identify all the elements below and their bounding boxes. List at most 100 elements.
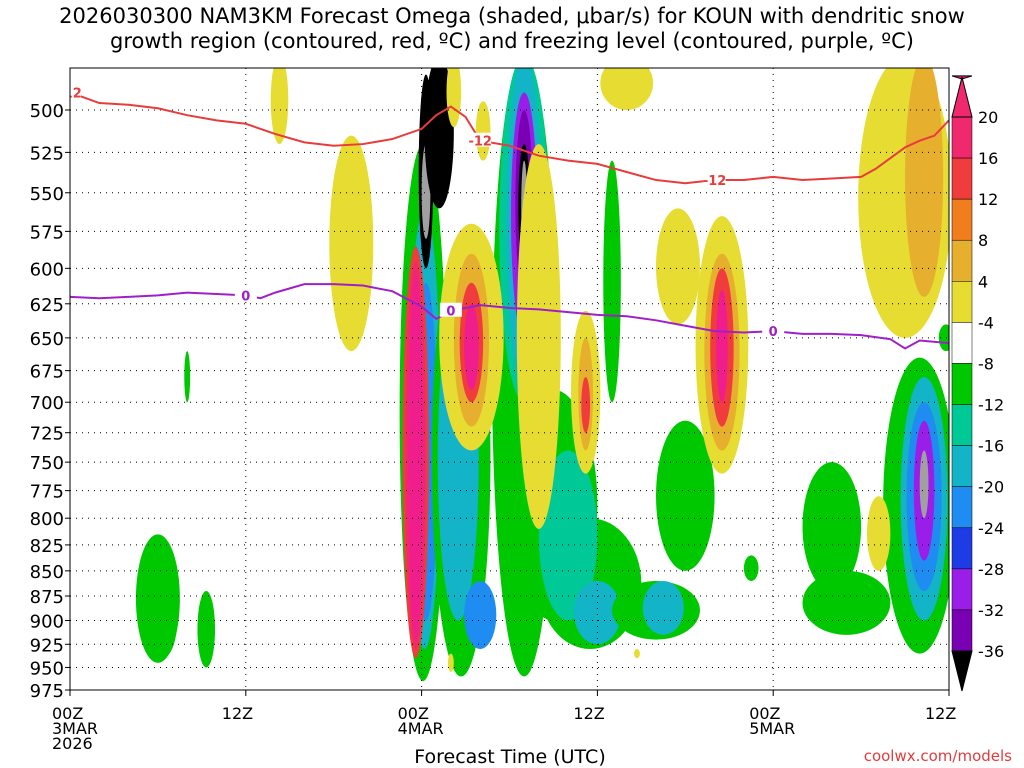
plot-area: -12 -12 -12 0 0 0 [58, 68, 949, 708]
y-tick-label: 950 [30, 658, 64, 679]
omega-cell [802, 570, 891, 635]
contour-label-bg [234, 287, 257, 302]
colorbar-swatch [951, 363, 973, 405]
colorbar-label: -4 [978, 313, 994, 332]
grid-lines [70, 68, 949, 690]
contour-label-bg [439, 302, 462, 317]
colorbar-label: -28 [978, 560, 1004, 579]
surface-band [70, 696, 949, 708]
colorbar: 20 16 12 8 4 -4 -8 -12 -16 -20 -24 -28 -32 -36 [951, 75, 1004, 692]
colorbar-label: 8 [978, 231, 988, 250]
contour-label: 0 [446, 305, 455, 320]
omega-cell [716, 289, 728, 403]
colorbar-label: -12 [978, 396, 1004, 415]
x-tick-label: 12Z [222, 704, 253, 723]
y-tick-label: 925 [30, 635, 64, 656]
colorbar-label: -36 [978, 642, 1004, 661]
omega-cell [197, 591, 216, 668]
omega-cell [866, 496, 891, 571]
y-tick-label: 625 [30, 295, 64, 316]
y-tick-label: 550 [30, 184, 64, 205]
contour-label: -12 [468, 135, 492, 150]
omega-cell [603, 160, 621, 403]
dgz-contour-line [70, 91, 949, 185]
omega-cell [600, 68, 654, 110]
contour-label: -12 [58, 86, 82, 101]
colorbar-label: -20 [978, 478, 1004, 497]
x-tick-label: 4MAR [398, 719, 444, 738]
colorbar-swatch [951, 568, 973, 611]
y-tick-label: 600 [30, 259, 64, 280]
y-tick-label: 650 [30, 329, 64, 350]
plot-frame [69, 67, 950, 691]
omega-cell [408, 275, 424, 640]
x-tick-label: 00Z [52, 704, 83, 723]
y-tick-label: 775 [30, 482, 64, 503]
x-axis-label: Forecast Time (UTC) [414, 746, 605, 768]
omega-cell [464, 303, 479, 390]
x-tick-label: 00Z [749, 704, 780, 723]
omega-cell [464, 581, 497, 649]
y-tick-label: 675 [30, 362, 64, 383]
omega-shading [135, 68, 949, 682]
omega-cell [424, 68, 454, 209]
y-tick-label: 575 [30, 222, 64, 243]
y-tick-label: 700 [30, 393, 64, 414]
y-tick-label: 825 [30, 536, 64, 557]
freezing-level-contour-line [70, 283, 949, 350]
omega-cell [184, 351, 191, 403]
surface-terrain [70, 696, 949, 708]
y-tick-label: 975 [30, 681, 64, 702]
colorbar-label: -8 [978, 354, 994, 373]
colorbar-swatch [951, 157, 973, 200]
omega-cell [634, 648, 640, 659]
colorbar-label: 12 [978, 190, 998, 209]
contour-label: 0 [769, 325, 778, 340]
x-tick-label: 3MAR [52, 719, 98, 738]
credit-text: coolwx.com/models [864, 747, 1012, 765]
colorbar-swatch [951, 404, 973, 446]
y-tick-label: 800 [30, 509, 64, 530]
contour-label-bg [469, 132, 492, 147]
colorbar-swatch [951, 322, 973, 364]
chart-title-line-2: growth region (contoured, red, ºC) and f… [110, 29, 914, 53]
contour-label-bg [762, 323, 785, 338]
y-tick-label: 725 [30, 424, 64, 445]
colorbar-bottom-arrow [951, 650, 973, 692]
y-tick-label: 850 [30, 562, 64, 583]
colorbar-swatch [951, 281, 973, 323]
omega-cell [147, 586, 177, 659]
colorbar-swatch [951, 116, 973, 159]
omega-cell [802, 462, 862, 592]
contour-label-bg [70, 84, 81, 99]
x-tick-label: 5MAR [749, 719, 795, 738]
colorbar-swatch [951, 609, 973, 652]
y-tick-label: 875 [30, 587, 64, 608]
omega-cell [919, 450, 929, 519]
omega-cell [446, 68, 462, 128]
y-tick-label: 500 [30, 101, 64, 122]
colorbar-top-arrow-fill [951, 76, 973, 118]
contour-label-bg [703, 172, 726, 187]
x-tick-label: 12Z [925, 704, 956, 723]
chart-title-line-1: 2026030300 NAM3KM Forecast Omega (shaded… [59, 4, 965, 28]
omega-cell [581, 377, 591, 433]
contour-label: 0 [241, 289, 250, 304]
y-axis: 500 525 550 575 600 625 650 675 700 725 750 775 800 8… [30, 101, 70, 702]
colorbar-label: -16 [978, 437, 1004, 456]
omega-cell [329, 135, 374, 352]
contour-label: -12 [703, 174, 727, 189]
y-tick-label: 525 [30, 143, 64, 164]
omega-cell [642, 581, 684, 635]
colorbar-swatch [951, 486, 973, 529]
colorbar-swatch [951, 445, 973, 487]
chart-title: 2026030300 NAM3KM Forecast Omega (shaded… [0, 4, 1024, 54]
contour-lines: -12 -12 -12 0 0 0 [58, 84, 949, 350]
omega-cell [270, 68, 289, 145]
omega-cell [743, 555, 759, 582]
y-tick-label: 750 [30, 453, 64, 474]
x-tick-label: 2026 [52, 734, 93, 753]
x-tick-label: 00Z [398, 704, 429, 723]
omega-cell [573, 581, 621, 645]
